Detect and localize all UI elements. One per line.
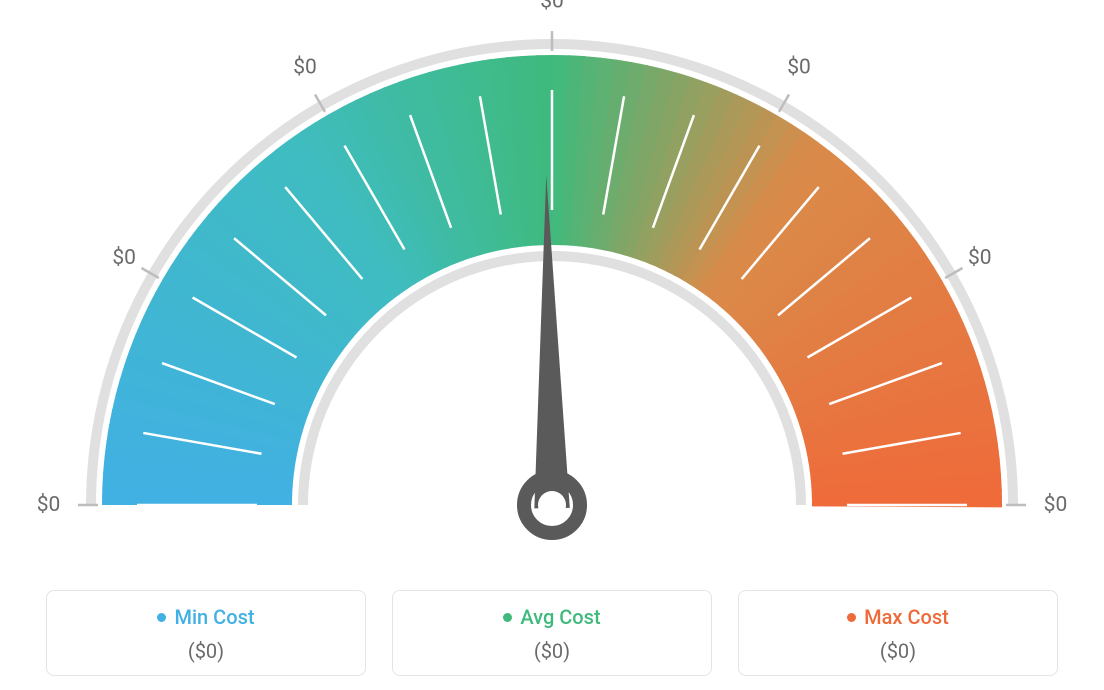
gauge-tick-label: $0	[1044, 493, 1068, 517]
legend-value-avg: ($0)	[403, 639, 701, 663]
gauge-chart: $0 $0 $0 $0 $0 $0 $0	[32, 0, 1072, 560]
gauge-tick-label: $0	[112, 246, 136, 270]
legend-card-min: Min Cost ($0)	[46, 590, 366, 676]
legend-dot-avg	[503, 613, 512, 622]
gauge-tick-label: $0	[540, 0, 564, 13]
legend-card-avg: Avg Cost ($0)	[392, 590, 712, 676]
legend-dot-min	[157, 613, 166, 622]
gauge-svg	[32, 0, 1072, 560]
legend-row: Min Cost ($0) Avg Cost ($0) Max Cost ($0…	[0, 590, 1104, 676]
legend-label-avg: Avg Cost	[520, 605, 600, 629]
gauge-tick-label: $0	[968, 246, 992, 270]
legend-label-min: Min Cost	[174, 605, 254, 629]
legend-title-avg: Avg Cost	[503, 605, 600, 629]
legend-title-max: Max Cost	[847, 605, 949, 629]
legend-title-min: Min Cost	[157, 605, 254, 629]
gauge-tick-label: $0	[787, 56, 811, 80]
legend-card-max: Max Cost ($0)	[738, 590, 1058, 676]
legend-value-min: ($0)	[57, 639, 355, 663]
gauge-tick-label: $0	[37, 493, 61, 517]
legend-label-max: Max Cost	[864, 605, 949, 629]
gauge-tick-label: $0	[293, 56, 317, 80]
legend-dot-max	[847, 613, 856, 622]
legend-value-max: ($0)	[749, 639, 1047, 663]
